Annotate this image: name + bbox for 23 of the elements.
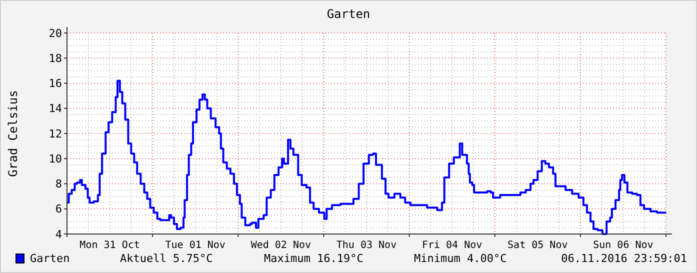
x-tick-label: Wed 02 Nov <box>250 240 312 251</box>
text: Minimum 4.00°C <box>414 252 507 265</box>
y-tick-label: 12 <box>48 127 62 140</box>
text: 06.11.2016 23:59:01 <box>561 252 687 265</box>
x-tick-label: Tue 01 Nov <box>165 240 226 251</box>
y-axis-title: Grad Celsius <box>6 90 20 177</box>
text: Aktuell 5.75°C <box>120 252 213 265</box>
x-tick-label: Sat 05 Nov <box>508 240 568 251</box>
x-tick-label: Fri 04 Nov <box>422 240 482 251</box>
y-tick-label: 16 <box>48 77 62 90</box>
legend-label: Garten <box>30 252 70 265</box>
y-tick-label: 6 <box>55 202 62 216</box>
y-tick-label: 20 <box>48 26 62 40</box>
y-tick-label: 14 <box>48 102 62 116</box>
y-tick-label: 8 <box>55 178 62 191</box>
chart-title: Garten <box>326 7 370 21</box>
y-tick-label: 4 <box>55 228 62 241</box>
y-tick-label: 18 <box>48 52 62 65</box>
x-tick-label: Mon 31 Oct <box>80 240 140 251</box>
text: Maximum 16.19°C <box>264 252 364 265</box>
x-tick-label: Sun 06 Nov <box>593 240 654 251</box>
x-tick-label: Thu 03 Nov <box>336 240 397 251</box>
y-tick-label: 10 <box>48 152 62 166</box>
